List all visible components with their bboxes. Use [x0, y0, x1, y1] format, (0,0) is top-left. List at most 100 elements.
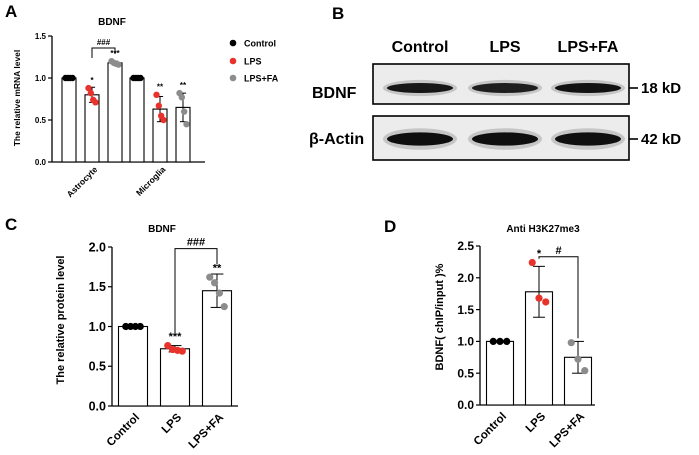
chart-a-lps-significance: **: [157, 83, 164, 92]
chart-a-control-point: [137, 74, 144, 82]
chart-c-x-tick-label: Control: [105, 412, 142, 449]
legend-lps-marker: [229, 57, 237, 65]
chart-a-lps-point: [155, 102, 163, 109]
chart-c-control-point: [136, 322, 144, 331]
western-blot: Control LPS LPS+FA BDNF β-Actin 18 kD 42…: [309, 39, 681, 161]
panel-letter-d: D: [384, 217, 396, 236]
chart-c-comparison-label: ###: [187, 237, 205, 249]
chart-a-lps-point: [160, 116, 167, 124]
chart-c-lps-fa-point: [210, 279, 219, 287]
chart-c-y-tick-label: 0.5: [89, 360, 106, 374]
blot-col-lps: LPS: [489, 39, 520, 56]
chart-d-control-bar: [485, 340, 515, 406]
chart-c-x-tick-label: LPS+FA: [187, 412, 226, 451]
chart-d-lps-fa-point: [581, 367, 589, 375]
chart-d-ylabel: BDNF( chIP/input )%: [434, 263, 446, 370]
chart-d-lps-fa-point: [567, 339, 575, 347]
chart-a-y-tick-label: 0.5: [35, 116, 47, 125]
chart-c-lps-fa-point: [215, 289, 224, 297]
chart-a-lps-point: [153, 91, 160, 99]
legend-lps-label: LPS: [244, 57, 262, 67]
chart-c-control-bar: [117, 325, 149, 407]
chart-a-legend: Control LPS LPS+FA: [229, 39, 279, 84]
legend-control-label: Control: [244, 39, 276, 49]
chart-a-lps-fa-significance: **: [180, 81, 187, 90]
chart-a-control-point: [69, 74, 76, 82]
chart-c-lps-significance: ***: [169, 331, 183, 343]
chart-a-lps-fa-point: [180, 108, 188, 115]
chart-a-y-tick-label: 1.0: [35, 74, 47, 83]
chart-a-lps-point: [87, 89, 95, 97]
chart-a-lps-fa-bar: [107, 62, 123, 163]
chart-d-y-tick-label: 2.0: [457, 271, 474, 285]
chart-a-control-bar: [61, 77, 77, 163]
chart-c-lps-fa-significance: **: [213, 263, 222, 275]
chart-d-y-tick-label: 0.0: [457, 398, 474, 412]
chart-c-title: BDNF: [148, 224, 176, 235]
chart-a-y-tick-label: 1.5: [35, 32, 47, 41]
chart-c-comparison-bracket: [174, 248, 218, 335]
chart-d-y-tick-label: 2.5: [457, 239, 474, 253]
chart-c-lps-fa-point: [206, 273, 214, 281]
chart-d-x-tick-label: LPS: [524, 410, 549, 435]
chart-d-y-tick-label: 0.5: [457, 366, 474, 380]
blot-size-42kd: 42 kD: [641, 131, 681, 148]
blot-col-lps-fa: LPS+FA: [558, 39, 619, 56]
chart-c-y-tick-label: 1.0: [89, 320, 106, 334]
chart-c-lps-bar: [159, 348, 191, 407]
chart-c-lps-point: [164, 341, 172, 350]
chart-a-plot: 0.00.51.01.5********Astrocyte Microglia##…: [35, 32, 205, 199]
chart-a-lps-point: [85, 84, 92, 92]
chart-a-lps-significance: *: [90, 76, 94, 85]
chart-a-x-tick-label: Astrocyte: [65, 164, 100, 199]
chart-a-control-bar: [129, 77, 145, 163]
chart-a-ylabel: The relative mRNA level: [12, 50, 22, 147]
chart-c-y-tick-label: 2.0: [89, 240, 106, 254]
chart-c-ylabel: The relative protein level: [55, 256, 67, 385]
chart-c-y-tick-label: 1.5: [89, 280, 106, 294]
chart-a-lps-fa-point: [115, 61, 122, 68]
blot-band: [472, 132, 538, 146]
chart-d-lps-point: [528, 258, 536, 267]
blot-band: [555, 83, 621, 93]
chart-a-lps-fa-point: [183, 121, 190, 128]
chart-a-lps-point: [92, 99, 99, 106]
chart-d-x-tick-label: LPS+FA: [548, 411, 587, 450]
chart-c-lps-fa-bar: [201, 290, 233, 407]
panel-letter-c: C: [5, 215, 17, 234]
chart-c-x-tick-label: LPS: [160, 411, 185, 436]
chart-a-y-tick-label: 0.0: [35, 158, 47, 167]
blot-size-18kd: 18 kD: [641, 80, 681, 97]
blot-col-control: Control: [392, 39, 449, 56]
blot-row-label-actin: β-Actin: [309, 131, 364, 148]
chart-d-control-point: [503, 337, 511, 345]
chart-d-lps-point: [535, 294, 543, 302]
legend-lps-fa-marker: [229, 74, 237, 82]
blot-bands: [383, 79, 625, 150]
chart-d-title: Anti H3K27me3: [506, 224, 580, 235]
chart-d-lps-significance: *: [537, 248, 542, 260]
blot-row-label-bdnf: BDNF: [312, 85, 357, 102]
blot-band: [387, 132, 453, 146]
chart-c-lps-point: [178, 347, 186, 355]
blot-band: [472, 83, 538, 93]
legend-control-marker: [229, 39, 237, 47]
chart-d-y-tick-label: 1.5: [457, 303, 474, 317]
chart-d-y-tick-label: 1.0: [457, 335, 474, 349]
chart-d-x-tick-label: Control: [472, 411, 509, 448]
chart-d-comparison-label: #: [555, 245, 561, 257]
legend-lps-fa-label: LPS+FA: [244, 74, 279, 84]
panel-letter-b: B: [332, 4, 344, 23]
chart-d-control-point: [496, 337, 504, 345]
chart-d-lps-point: [542, 298, 550, 306]
chart-a-title: BDNF: [98, 17, 126, 28]
chart-d-plot: 0.0 0.5 1.0 1.5 2.0 2.5 Control * LPS LPS+FA #: [457, 239, 595, 450]
chart-d-control-point: [489, 337, 497, 345]
chart-a-comparison-bracket: [91, 47, 116, 58]
blot-band: [555, 132, 621, 146]
blot-band: [387, 83, 453, 93]
chart-c-lps-fa-point: [220, 303, 228, 311]
chart-c-plot: 0.0 0.5 1.0 1.5 2.0 Control *** LPS ** LPS+FA ###: [89, 237, 238, 451]
panel-letter-a: A: [5, 2, 17, 21]
